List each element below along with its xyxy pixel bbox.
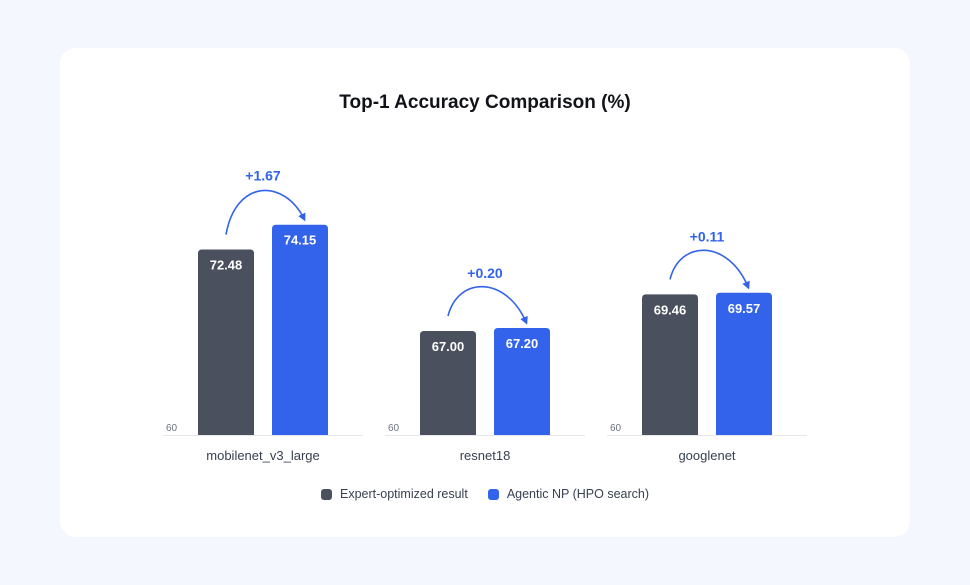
category-label: mobilenet_v3_large [206, 448, 319, 463]
legend-label-agentic: Agentic NP (HPO search) [506, 487, 649, 501]
delta-arrow [669, 249, 750, 290]
bar-expert [198, 249, 254, 435]
bar-agentic [494, 328, 550, 435]
legend-item-expert: Expert-optimized result [320, 487, 468, 501]
bar-value-label: 72.48 [210, 258, 243, 273]
category-label: googlenet [678, 448, 735, 463]
baseline-tick-label: 60 [388, 423, 400, 434]
bar-expert [420, 330, 476, 435]
bar-group: 60 69.46 69.57 +0.11 googlenet [607, 228, 807, 463]
category-label: resnet18 [460, 448, 511, 463]
delta-label: +0.20 [467, 265, 503, 281]
bar-expert [642, 294, 698, 435]
delta-arrow [447, 285, 528, 325]
bar-value-label: 67.00 [432, 339, 465, 354]
delta-label: +0.11 [690, 228, 725, 244]
legend-swatch-agentic [487, 488, 499, 500]
bar-agentic [272, 224, 328, 435]
legend-swatch-expert [320, 488, 332, 500]
baseline-tick-label: 60 [610, 423, 622, 434]
bar-agentic [716, 292, 772, 435]
bar-group: 60 72.48 74.15 +1.67 mobilenet_v3_large [163, 168, 363, 463]
baseline-tick-label: 60 [166, 423, 178, 434]
legend: Expert-optimized result Agentic NP (HPO … [0, 487, 970, 501]
bar-value-label: 67.20 [506, 336, 539, 351]
delta-label: +1.67 [245, 168, 281, 184]
legend-label-expert: Expert-optimized result [339, 487, 468, 501]
delta-arrow [225, 189, 306, 235]
bar-value-label: 69.46 [654, 302, 687, 317]
bar-value-label: 69.57 [728, 301, 761, 316]
bar-group: 60 67.00 67.20 +0.20 resnet18 [385, 265, 585, 463]
chart-title: Top-1 Accuracy Comparison (%) [339, 92, 631, 113]
bar-value-label: 74.15 [284, 233, 317, 248]
legend-item-agentic: Agentic NP (HPO search) [487, 487, 649, 501]
